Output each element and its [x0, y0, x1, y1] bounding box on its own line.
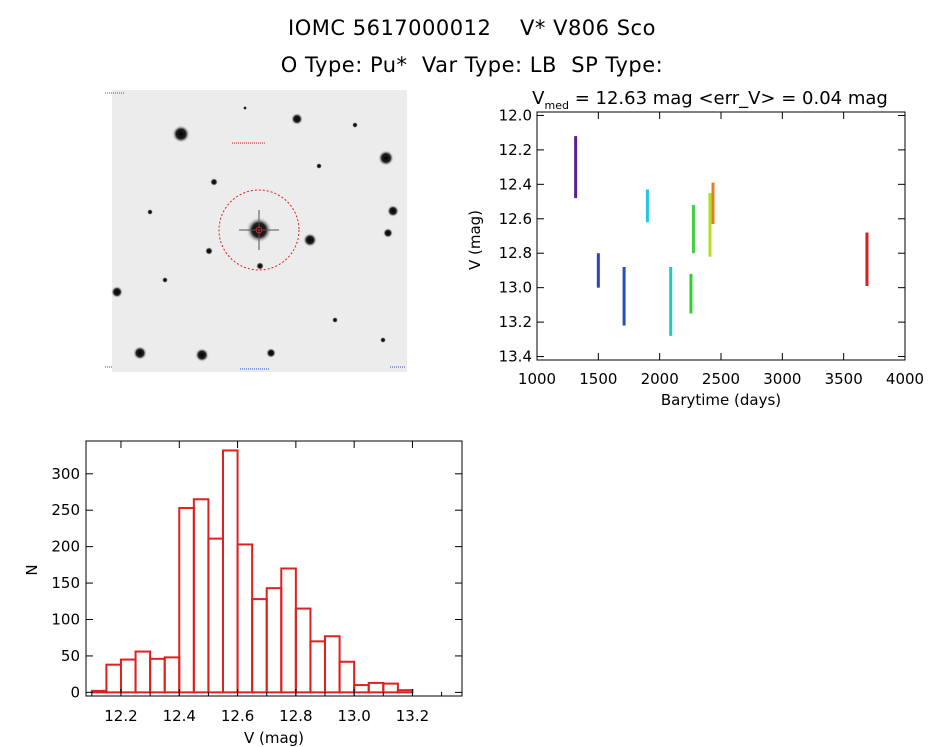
light-curve-series-6: [691, 205, 695, 254]
light-curve-title-rest: = 12.63 mag <err_V> = 0.04 mag: [569, 88, 888, 109]
histogram-bar: [251, 598, 268, 694]
light-curve-xtick-label: 4000: [886, 370, 924, 388]
light-curve-ytick-label: 13.2: [499, 313, 532, 331]
histogram-ytick-label: 300: [51, 465, 80, 483]
histogram-ytick-label: 250: [51, 501, 80, 519]
histogram-bar: [149, 657, 166, 694]
chart-title-star-id: IOMC 5617000012 V* V806 Sco: [288, 16, 656, 40]
histogram-xtick-label: 13.2: [396, 707, 429, 725]
histogram-bar: [309, 640, 327, 694]
sky-stars: [111, 106, 399, 362]
histogram-bar: [178, 507, 195, 694]
light-curve-xtick-label: 2000: [641, 370, 679, 388]
histogram-xtick-label: 13.0: [337, 707, 370, 725]
light-curve-series-8: [711, 182, 715, 224]
light-curve-ytick-label: 12.6: [499, 210, 532, 228]
light-curve-title-sub: med: [545, 99, 569, 112]
sky-image-panel: [105, 90, 407, 372]
histogram-bar: [207, 537, 224, 694]
histogram-bar: [134, 650, 152, 694]
histogram-bar: [90, 689, 108, 694]
histogram-xtick-label: 12.2: [104, 707, 137, 725]
light-curve-ytick-label: 12.2: [499, 141, 532, 159]
histogram-bar: [294, 607, 312, 694]
histogram-bar: [280, 567, 297, 694]
histogram-ytick-label: 150: [51, 574, 80, 592]
histogram-bar: [353, 684, 370, 694]
histogram-bar: [324, 635, 341, 694]
aperture-circle: [218, 189, 300, 271]
histogram-bar: [382, 682, 399, 694]
histogram-chart: 12.2 12.4 12.6 12.8 13.0 13.2 0 50 100 150 200 250…: [23, 440, 463, 747]
histogram-bar: [221, 449, 239, 694]
histogram-bar: [338, 660, 356, 694]
light-curve-series-1: [596, 253, 600, 288]
light-curve-series-5: [689, 273, 693, 314]
light-curve-series-3: [645, 189, 649, 223]
light-curve-title: Vmed = 12.63 mag <err_V> = 0.04 mag: [532, 88, 888, 112]
light-curve-title-v: V: [532, 88, 545, 109]
light-curve-xtick-label: 3000: [763, 370, 801, 388]
target-star-icon: [239, 210, 279, 250]
light-curve-series-0: [574, 136, 578, 199]
light-curve-ytick-label: 13.4: [499, 348, 532, 366]
histogram-frame: [85, 440, 463, 697]
light-curve-series-4: [669, 267, 673, 336]
light-curve-xtick-label: 2500: [702, 370, 740, 388]
histogram-bar: [105, 663, 122, 694]
chart-subtitle-types: O Type: Pu* Var Type: LB SP Type:: [280, 53, 664, 77]
histogram-xtick-label: 12.6: [221, 707, 254, 725]
histogram-bar: [367, 681, 385, 694]
histogram-ytick-label: 200: [51, 538, 80, 556]
histogram-bar: [119, 658, 137, 694]
light-curve-chart: Vmed = 12.63 mag <err_V> = 0.04 mag 1000…: [466, 88, 924, 409]
light-curve-ytick-label: 13.0: [499, 279, 532, 297]
light-curve-series-9: [865, 232, 869, 286]
light-curve-ytick-label: 12.4: [499, 175, 532, 193]
light-curve-series-2: [622, 267, 626, 326]
histogram-ytick-label: 0: [70, 683, 80, 701]
histogram-bar: [236, 543, 254, 694]
histogram-xlabel: V (mag): [244, 729, 304, 747]
target-marker: [255, 226, 263, 234]
light-curve-xlabel: Barytime (days): [661, 391, 781, 409]
light-curve-ytick-label: 12.8: [499, 244, 532, 262]
light-curve-xtick-label: 3500: [825, 370, 863, 388]
light-curve-ytick-label: 12.0: [499, 106, 532, 124]
histogram-ytick-label: 100: [51, 611, 80, 629]
histogram-bar: [163, 656, 181, 694]
histogram-xtick-label: 12.4: [163, 707, 196, 725]
light-curve-ylabel: V (mag): [466, 210, 484, 270]
histogram-bar: [192, 498, 210, 694]
histogram-ylabel: N: [23, 564, 41, 575]
histogram-xtick-label: 12.8: [279, 707, 312, 725]
light-curve-series-7: [708, 192, 712, 257]
light-curve-xtick-label: 1500: [579, 370, 617, 388]
histogram-bar: [396, 689, 414, 694]
light-curve-frame: [536, 111, 906, 361]
histogram-ytick-label: 50: [61, 647, 80, 665]
histogram-bar: [265, 587, 283, 694]
light-curve-xtick-label: 1000: [518, 370, 556, 388]
